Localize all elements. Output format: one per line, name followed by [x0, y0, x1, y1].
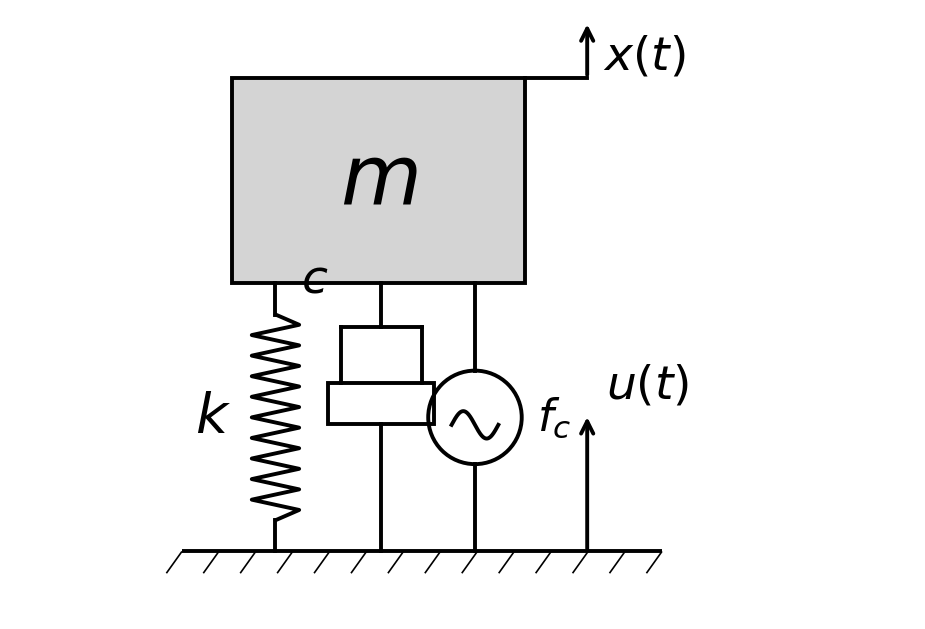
Text: $m$: $m$: [339, 140, 417, 220]
Bar: [328, 383, 435, 423]
Bar: [232, 77, 524, 283]
Text: $f_c$: $f_c$: [537, 395, 572, 440]
Text: $x(t)$: $x(t)$: [603, 34, 685, 79]
Text: $c$: $c$: [302, 257, 328, 302]
Text: $k$: $k$: [195, 390, 231, 445]
Text: $u(t)$: $u(t)$: [606, 363, 689, 408]
